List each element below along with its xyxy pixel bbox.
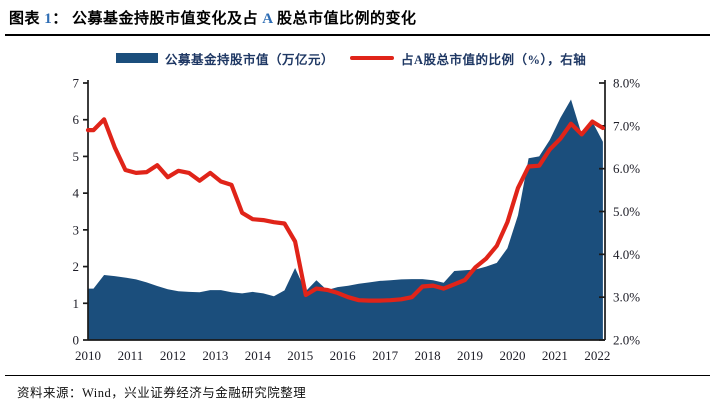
svg-text:2019: 2019 bbox=[457, 348, 483, 363]
svg-text:2016: 2016 bbox=[330, 348, 357, 363]
svg-text:2010: 2010 bbox=[75, 348, 101, 363]
svg-text:2013: 2013 bbox=[202, 348, 228, 363]
svg-text:4.0%: 4.0% bbox=[613, 247, 640, 262]
figure-number: 1 bbox=[44, 11, 53, 27]
svg-text:2015: 2015 bbox=[287, 348, 313, 363]
svg-text:2022: 2022 bbox=[584, 348, 610, 363]
fund-holdings-area-series bbox=[88, 99, 603, 340]
title-highlight-A: A bbox=[262, 11, 273, 27]
right-axis-ticks: 2.0% 3.0% 4.0% 5.0% 6.0% 7.0% 8.0% bbox=[599, 76, 640, 348]
svg-text:6: 6 bbox=[73, 112, 80, 127]
svg-text:2018: 2018 bbox=[415, 348, 441, 363]
svg-text:5.0%: 5.0% bbox=[613, 204, 640, 219]
figure-title-bar: 图表 1： 公募基金持股市值变化及占 A 股总市值比例的变化 bbox=[5, 0, 710, 36]
x-axis-labels: 2010 2011 2012 2013 2014 2015 2016 2017 2018 2019… bbox=[75, 348, 610, 363]
area-swatch-icon bbox=[116, 53, 158, 63]
combo-chart-canvas: 0 1 2 3 4 5 6 7 2.0% 3.0% 4.0% 5.0% 6.0% 7.0% 8.0% 2010… bbox=[73, 76, 641, 364]
ratio-line-series bbox=[85, 117, 606, 303]
svg-text:2011: 2011 bbox=[118, 348, 144, 363]
svg-text:7.0%: 7.0% bbox=[613, 118, 640, 133]
left-axis-ticks: 0 1 2 3 4 5 6 7 bbox=[73, 76, 88, 348]
svg-text:2.0%: 2.0% bbox=[613, 333, 640, 348]
svg-text:7: 7 bbox=[73, 76, 80, 91]
svg-text:2014: 2014 bbox=[245, 348, 272, 363]
line-swatch-icon bbox=[350, 56, 395, 60]
chart-legend: 公募基金持股市值（万亿元） 占A股总市值的比例（%），右轴 bbox=[116, 49, 715, 67]
svg-text:0: 0 bbox=[73, 333, 80, 348]
figure-title: 图表 1： 公募基金持股市值变化及占 A 股总市值比例的变化 bbox=[9, 11, 417, 27]
legend-label: 占A股总市值的比例（%），右轴 bbox=[401, 52, 587, 67]
svg-text:2021: 2021 bbox=[542, 348, 568, 363]
legend-item-ratio: 占A股总市值的比例（%），右轴 bbox=[350, 49, 586, 68]
svg-text:3: 3 bbox=[73, 222, 80, 237]
svg-text:8.0%: 8.0% bbox=[613, 76, 640, 91]
svg-text:2020: 2020 bbox=[499, 348, 525, 363]
svg-text:2012: 2012 bbox=[160, 348, 186, 363]
legend-item-fund-value: 公募基金持股市值（万亿元） bbox=[116, 49, 334, 68]
svg-text:6.0%: 6.0% bbox=[613, 161, 640, 176]
svg-text:2: 2 bbox=[73, 259, 80, 274]
svg-text:4: 4 bbox=[73, 186, 80, 201]
svg-text:2017: 2017 bbox=[372, 348, 399, 363]
source-bar: 资料来源：Wind，兴业证券经济与金融研究院整理 bbox=[5, 375, 710, 402]
source-text: 资料来源：Wind，兴业证券经济与金融研究院整理 bbox=[17, 386, 307, 400]
svg-text:5: 5 bbox=[73, 149, 80, 164]
svg-text:1: 1 bbox=[73, 296, 80, 311]
svg-text:3.0%: 3.0% bbox=[613, 290, 640, 305]
legend-label: 公募基金持股市值（万亿元） bbox=[165, 52, 335, 67]
